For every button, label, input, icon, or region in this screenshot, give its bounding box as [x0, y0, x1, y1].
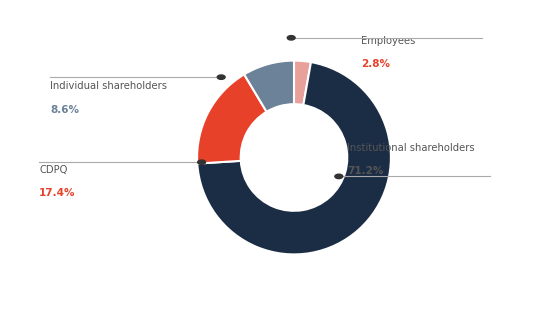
Text: Institutional shareholders: Institutional shareholders: [347, 143, 475, 153]
Wedge shape: [244, 60, 294, 112]
Wedge shape: [197, 62, 391, 255]
Wedge shape: [294, 60, 311, 105]
Text: 71.2%: 71.2%: [347, 166, 384, 176]
Text: CDPQ: CDPQ: [39, 165, 68, 175]
Text: 2.8%: 2.8%: [361, 59, 390, 69]
Text: 17.4%: 17.4%: [39, 188, 76, 198]
Text: Individual shareholders: Individual shareholders: [50, 81, 167, 91]
Text: 8.6%: 8.6%: [50, 105, 80, 115]
Text: Employees: Employees: [361, 36, 416, 46]
Wedge shape: [197, 74, 267, 163]
